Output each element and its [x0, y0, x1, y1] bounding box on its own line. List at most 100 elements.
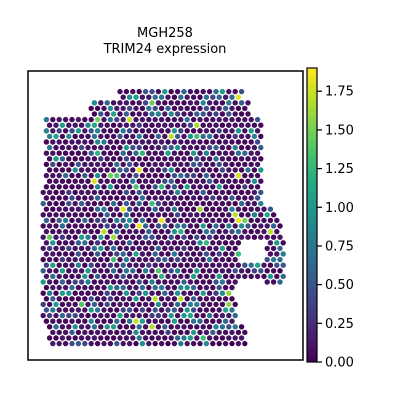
spot-point [178, 184, 184, 190]
spot-point [206, 200, 213, 207]
spot-point [155, 212, 162, 218]
spot-point [130, 88, 136, 95]
spot-point [139, 273, 146, 280]
spot-point [251, 268, 258, 274]
spot-point [117, 301, 123, 308]
spot-point [133, 105, 139, 112]
spot-point [210, 251, 216, 257]
spot-point [213, 256, 219, 263]
spot-point [50, 150, 56, 156]
spot-point [181, 144, 187, 151]
spot-point [222, 329, 229, 336]
spot-point [82, 206, 88, 212]
spot-point [53, 133, 59, 140]
spots-layer [40, 88, 286, 347]
spot-point [190, 94, 197, 100]
spot-point [62, 139, 69, 145]
spot-point [78, 144, 85, 151]
spot-point [107, 228, 114, 235]
spot-point [53, 223, 59, 229]
spot-point [85, 312, 91, 319]
spot-point [162, 100, 168, 106]
spot-point [88, 262, 94, 268]
spot-point [174, 167, 181, 173]
spot-point [270, 234, 277, 240]
spot-point [69, 340, 75, 347]
spot-point [43, 284, 50, 291]
spot-point [219, 212, 226, 218]
spot-point [110, 133, 117, 140]
spot-point [232, 144, 238, 151]
spot-point [229, 329, 235, 336]
spot-point [114, 340, 120, 347]
spot-point [232, 312, 238, 319]
spot-point [242, 329, 248, 336]
spot-point [190, 273, 197, 280]
spot-point [181, 178, 187, 184]
spot-point [98, 144, 104, 151]
spot-point [149, 178, 155, 184]
spot-point [66, 279, 72, 285]
spot-point [232, 223, 238, 229]
spot-point [146, 172, 152, 179]
spot-point [245, 189, 251, 196]
spot-point [238, 178, 245, 184]
spot-point [235, 262, 242, 268]
spot-point [69, 307, 75, 313]
spot-point [82, 318, 88, 324]
spot-point [117, 178, 123, 184]
spot-point [210, 284, 216, 291]
spot-point [120, 262, 126, 268]
spot-point [114, 206, 120, 212]
spot-point [91, 245, 98, 252]
spot-point [142, 335, 149, 341]
colorbar-tick-label: 1.75 [325, 85, 354, 100]
spot-point [66, 301, 72, 308]
spot-point [158, 105, 165, 112]
spot-point [101, 273, 107, 280]
spot-point [91, 144, 98, 151]
spot-point [232, 88, 238, 95]
spot-point [158, 240, 165, 246]
spot-point [184, 161, 190, 168]
spot-point [194, 122, 200, 128]
spot-point [210, 307, 216, 313]
spot-point [232, 324, 238, 330]
spot-point [101, 195, 107, 201]
spot-point [88, 128, 94, 134]
spot-point [104, 234, 110, 240]
spot-point [165, 273, 171, 280]
spot-point [104, 245, 110, 252]
spot-point [168, 256, 174, 263]
spot-point [197, 139, 203, 145]
spot-point [158, 307, 165, 313]
spot-point [146, 150, 152, 156]
spot-point [194, 178, 200, 184]
spot-point [104, 256, 110, 263]
spot-point [82, 172, 88, 179]
spot-point [82, 262, 88, 268]
spot-point [190, 184, 197, 190]
spot-point [40, 290, 46, 296]
spot-point [165, 217, 171, 224]
spot-point [53, 335, 59, 341]
spot-point [139, 251, 146, 257]
spot-point [56, 262, 62, 268]
spot-point [210, 128, 216, 134]
spot-point [222, 318, 229, 324]
spot-point [206, 335, 213, 341]
spot-point [187, 133, 194, 140]
spot-point [165, 105, 171, 112]
spot-point [120, 195, 126, 201]
spot-point [91, 189, 98, 196]
spot-point [149, 268, 155, 274]
spot-point [200, 178, 206, 184]
spot-point [248, 116, 254, 123]
spot-point [229, 184, 235, 190]
spot-point [62, 296, 69, 302]
spot-point [168, 245, 174, 252]
spot-point [139, 128, 146, 134]
spot-point [101, 116, 107, 123]
spot-point [75, 262, 82, 268]
spot-point [238, 122, 245, 128]
